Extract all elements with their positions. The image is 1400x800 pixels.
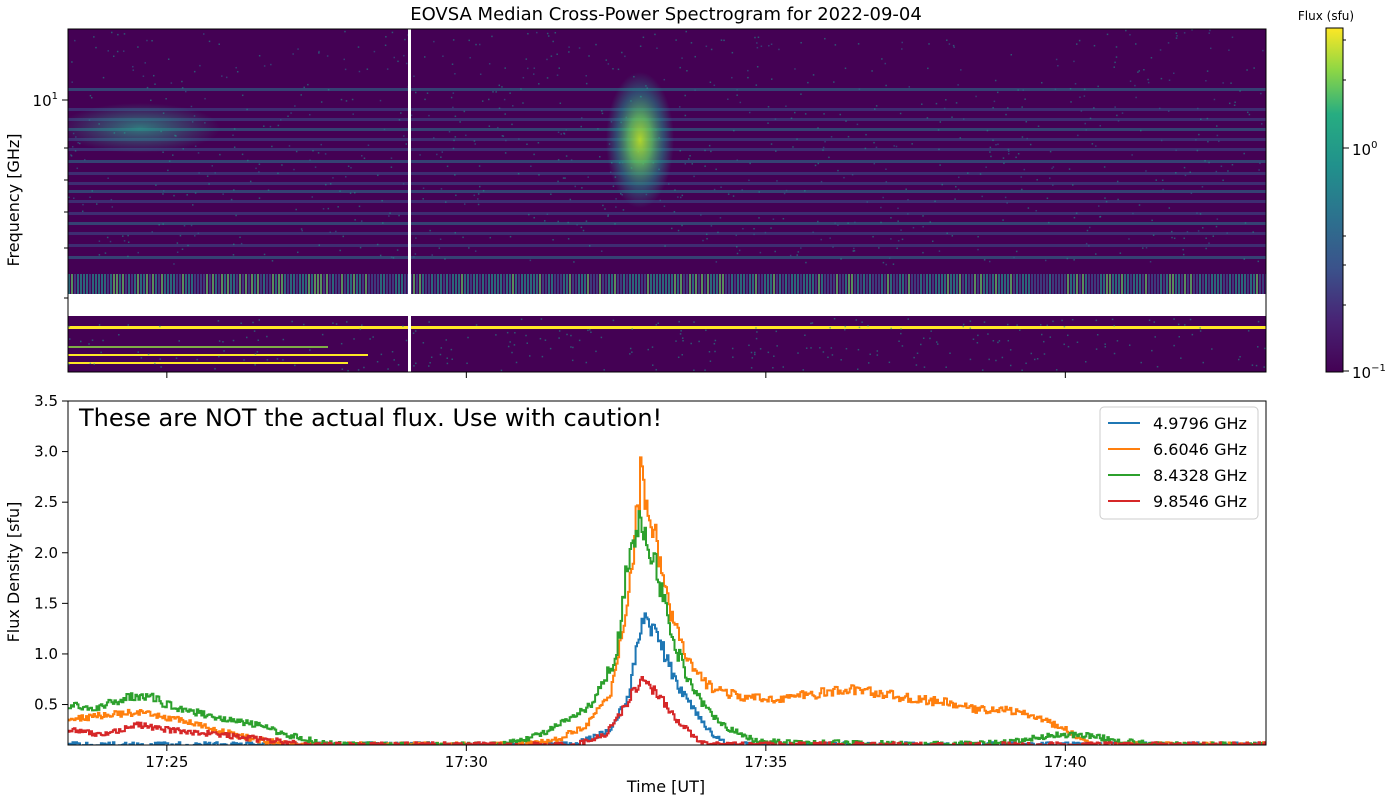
series-line-1 (68, 456, 1266, 745)
lightcurve-x-ticks: 17:25 17:30 17:35 17:40 (145, 745, 1087, 771)
spectrogram-noise (68, 29, 1266, 294)
series-line-3 (68, 676, 1266, 745)
spectrogram-frame (67, 28, 1267, 373)
spectrogram-early-emission (68, 103, 220, 153)
lightcurve-x-label: Time [UT] (626, 777, 705, 796)
legend-label-2: 8.4328 GHz (1153, 466, 1247, 485)
lightcurve-y-ticks: 0.5 1.0 1.5 2.0 2.5 3.0 3.5 (34, 392, 68, 714)
y-tick-label-3: 2.0 (34, 544, 58, 562)
spectrogram-low-band (68, 318, 1266, 372)
spectrogram-title: EOVSA Median Cross-Power Spectrogram for… (410, 4, 922, 25)
legend-label-0: 4.9796 GHz (1153, 414, 1247, 433)
legend-box (1099, 406, 1259, 520)
spectrogram-y-axis: 101 Frequency [GHz] (4, 91, 68, 299)
y-tick-label-1: 1.0 (34, 645, 58, 663)
legend: 4.9796 GHz 6.6046 GHz 8.4328 GHz 9.8546 GHz (1099, 406, 1259, 520)
y-tick-label-0: 0.5 (34, 696, 58, 714)
y-tick-label-5: 3.0 (34, 443, 58, 461)
spectrogram-y-tick-10: 101 (33, 91, 58, 110)
legend-label-1: 6.6046 GHz (1153, 440, 1247, 459)
spectrogram-panel (68, 29, 1266, 372)
colorbar-tick-top: 100 (1352, 140, 1377, 159)
colorbar-tick-bottom: 10−1 (1352, 363, 1386, 382)
x-tick-label-2: 17:35 (744, 753, 787, 771)
spectrogram-time-gap (408, 29, 411, 372)
lightcurve-background (68, 401, 1266, 745)
x-tick-label-1: 17:30 (445, 753, 488, 771)
colorbar-label: Flux (sfu) (1298, 9, 1354, 23)
colorbar: Flux (sfu) 100 10−1 (1298, 9, 1386, 382)
series-line-2 (68, 510, 1266, 745)
x-tick-label-0: 17:25 (145, 753, 188, 771)
y-tick-label-4: 2.5 (34, 493, 58, 511)
spectrogram-y-label: Frequency [GHz] (4, 133, 23, 266)
lightcurve-panel (67, 400, 1267, 746)
spectrogram-band-gap (68, 294, 1266, 316)
caution-annotation: These are NOT the actual flux. Use with … (78, 404, 662, 432)
y-tick-label-2: 1.5 (34, 594, 58, 612)
spectrogram-x-ticks (166, 372, 1066, 378)
lightcurve-y-label: Flux Density [sfu] (4, 502, 23, 643)
x-tick-label-3: 17:40 (1044, 753, 1087, 771)
lightcurve-series (68, 456, 1266, 745)
legend-label-3: 9.8546 GHz (1153, 492, 1247, 511)
lightcurve-frame (67, 400, 1267, 746)
y-tick-label-6: 3.5 (34, 392, 58, 410)
spectrogram-burst (606, 72, 674, 208)
colorbar-gradient (1325, 27, 1344, 373)
